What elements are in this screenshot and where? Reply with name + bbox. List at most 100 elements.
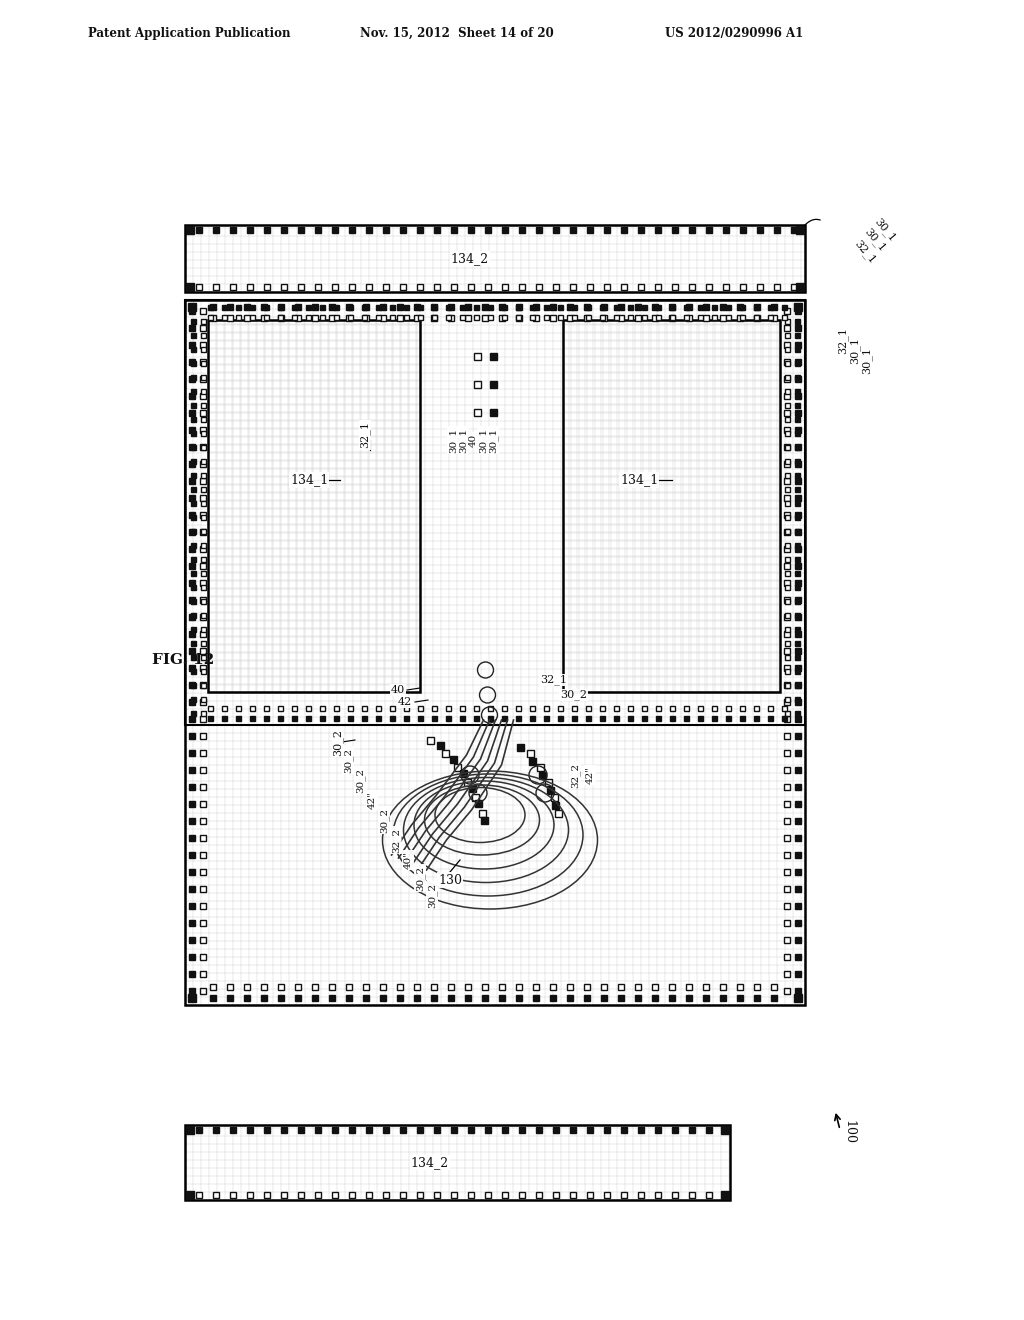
Bar (263, 705, 268, 710)
Bar (784, 869, 790, 875)
Bar (795, 869, 801, 875)
Bar (586, 705, 591, 710)
Bar (213, 284, 219, 290)
Bar (601, 983, 607, 990)
Bar (669, 304, 675, 310)
Bar (417, 1192, 423, 1199)
Bar (754, 314, 759, 319)
Bar (784, 458, 790, 463)
Bar (599, 705, 604, 710)
Bar (196, 1192, 202, 1199)
Bar (768, 705, 772, 710)
Bar (200, 836, 206, 841)
Bar (502, 314, 507, 319)
Bar (298, 1192, 304, 1199)
Bar (795, 500, 800, 506)
Bar (221, 705, 226, 710)
Bar (397, 983, 403, 990)
Bar (201, 528, 206, 533)
Bar (570, 1127, 575, 1133)
Bar (545, 779, 552, 785)
Bar (536, 284, 542, 290)
Bar (754, 983, 760, 990)
Bar (539, 771, 546, 779)
Text: 30_2: 30_2 (343, 747, 353, 772)
Bar (553, 284, 559, 290)
Bar (190, 585, 196, 590)
Bar (189, 886, 195, 892)
Bar (795, 598, 800, 603)
Bar (795, 715, 801, 722)
Bar (200, 954, 206, 960)
Bar (697, 305, 702, 309)
Bar (795, 375, 800, 380)
Bar (244, 304, 250, 310)
Bar (536, 1127, 542, 1133)
Bar (250, 715, 255, 721)
Bar (516, 315, 522, 321)
Bar (721, 1191, 729, 1199)
Bar (201, 318, 206, 323)
Bar (305, 314, 310, 319)
Bar (795, 836, 801, 841)
Text: 30_1: 30_1 (872, 216, 898, 244)
Bar (706, 284, 712, 290)
Bar (552, 801, 558, 808)
Bar (499, 983, 505, 990)
Bar (672, 1127, 678, 1133)
Bar (227, 304, 233, 310)
Bar (670, 314, 675, 319)
Bar (186, 226, 194, 234)
Bar (635, 304, 641, 310)
Text: 32_1: 32_1 (359, 421, 371, 449)
Bar (190, 557, 196, 561)
Bar (706, 227, 712, 234)
Bar (529, 715, 535, 721)
Bar (618, 995, 624, 1001)
Bar (784, 388, 790, 393)
Bar (464, 779, 470, 785)
Bar (332, 1192, 338, 1199)
Bar (201, 458, 206, 463)
Bar (332, 284, 338, 290)
Bar (221, 314, 226, 319)
Bar (795, 487, 800, 491)
Bar (768, 715, 772, 721)
Bar (601, 995, 607, 1001)
Text: 40": 40" (403, 851, 413, 869)
Bar (721, 1126, 729, 1134)
Bar (261, 995, 267, 1001)
Bar (298, 227, 304, 234)
Bar (534, 983, 539, 990)
Bar (190, 417, 196, 421)
Bar (189, 665, 195, 671)
Bar (795, 360, 800, 366)
Bar (200, 614, 206, 620)
Bar (784, 836, 790, 841)
Bar (305, 705, 310, 710)
Bar (329, 315, 335, 321)
Bar (319, 314, 325, 319)
Bar (784, 801, 790, 807)
Bar (201, 640, 206, 645)
Bar (499, 315, 505, 321)
Bar (389, 705, 394, 710)
Bar (784, 359, 790, 366)
Bar (723, 227, 729, 234)
Bar (638, 284, 644, 290)
Bar (795, 528, 800, 533)
Bar (485, 1192, 490, 1199)
Bar (264, 227, 270, 234)
Bar (474, 800, 481, 807)
Bar (672, 227, 678, 234)
Bar (281, 1127, 287, 1133)
Bar (795, 346, 800, 351)
Bar (795, 458, 800, 463)
Bar (468, 227, 474, 234)
Text: 30_1: 30_1 (458, 428, 468, 453)
Bar (431, 304, 437, 310)
Bar (292, 305, 297, 309)
Bar (553, 1192, 559, 1199)
Bar (190, 612, 196, 618)
Bar (261, 983, 267, 990)
